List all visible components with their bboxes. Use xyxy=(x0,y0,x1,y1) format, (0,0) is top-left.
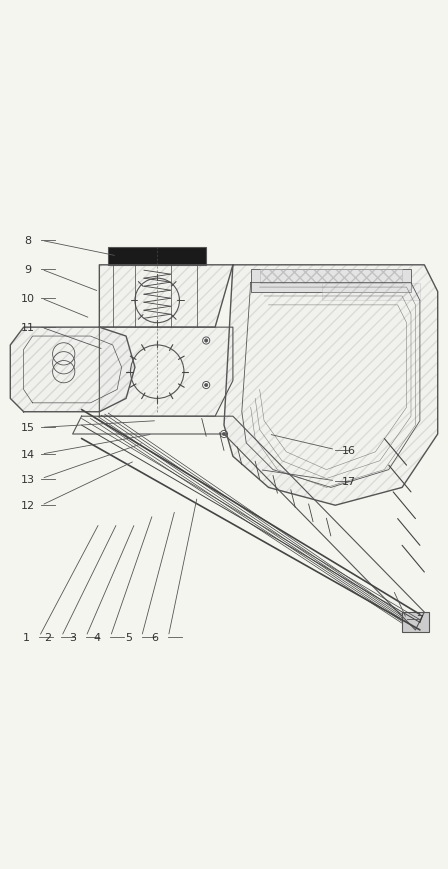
Text: 8: 8 xyxy=(25,236,32,246)
Circle shape xyxy=(220,431,228,438)
Polygon shape xyxy=(260,270,402,283)
Text: 5: 5 xyxy=(125,632,132,642)
Circle shape xyxy=(202,337,210,345)
Text: 6: 6 xyxy=(151,632,159,642)
Text: 16: 16 xyxy=(342,445,356,455)
Text: 11: 11 xyxy=(21,322,35,333)
Polygon shape xyxy=(322,283,420,301)
Text: 4: 4 xyxy=(94,632,101,642)
Bar xyxy=(402,613,429,633)
Text: 14: 14 xyxy=(21,449,35,460)
Text: 7: 7 xyxy=(416,614,423,624)
Bar xyxy=(108,248,206,266)
Text: 15: 15 xyxy=(21,423,35,433)
Polygon shape xyxy=(10,328,135,412)
Text: 2: 2 xyxy=(44,632,52,642)
Text: 12: 12 xyxy=(21,501,35,511)
Text: 10: 10 xyxy=(21,294,35,304)
Text: 17: 17 xyxy=(341,476,356,486)
Polygon shape xyxy=(73,417,424,630)
Bar xyxy=(251,270,411,292)
Circle shape xyxy=(202,382,210,389)
Text: 1: 1 xyxy=(22,632,30,642)
Polygon shape xyxy=(224,266,438,506)
Polygon shape xyxy=(99,266,233,328)
Text: 3: 3 xyxy=(69,632,76,642)
Circle shape xyxy=(204,384,208,388)
Circle shape xyxy=(222,433,226,436)
Text: 9: 9 xyxy=(25,265,32,275)
Circle shape xyxy=(204,339,208,343)
Polygon shape xyxy=(99,328,233,417)
Text: 13: 13 xyxy=(21,474,35,484)
